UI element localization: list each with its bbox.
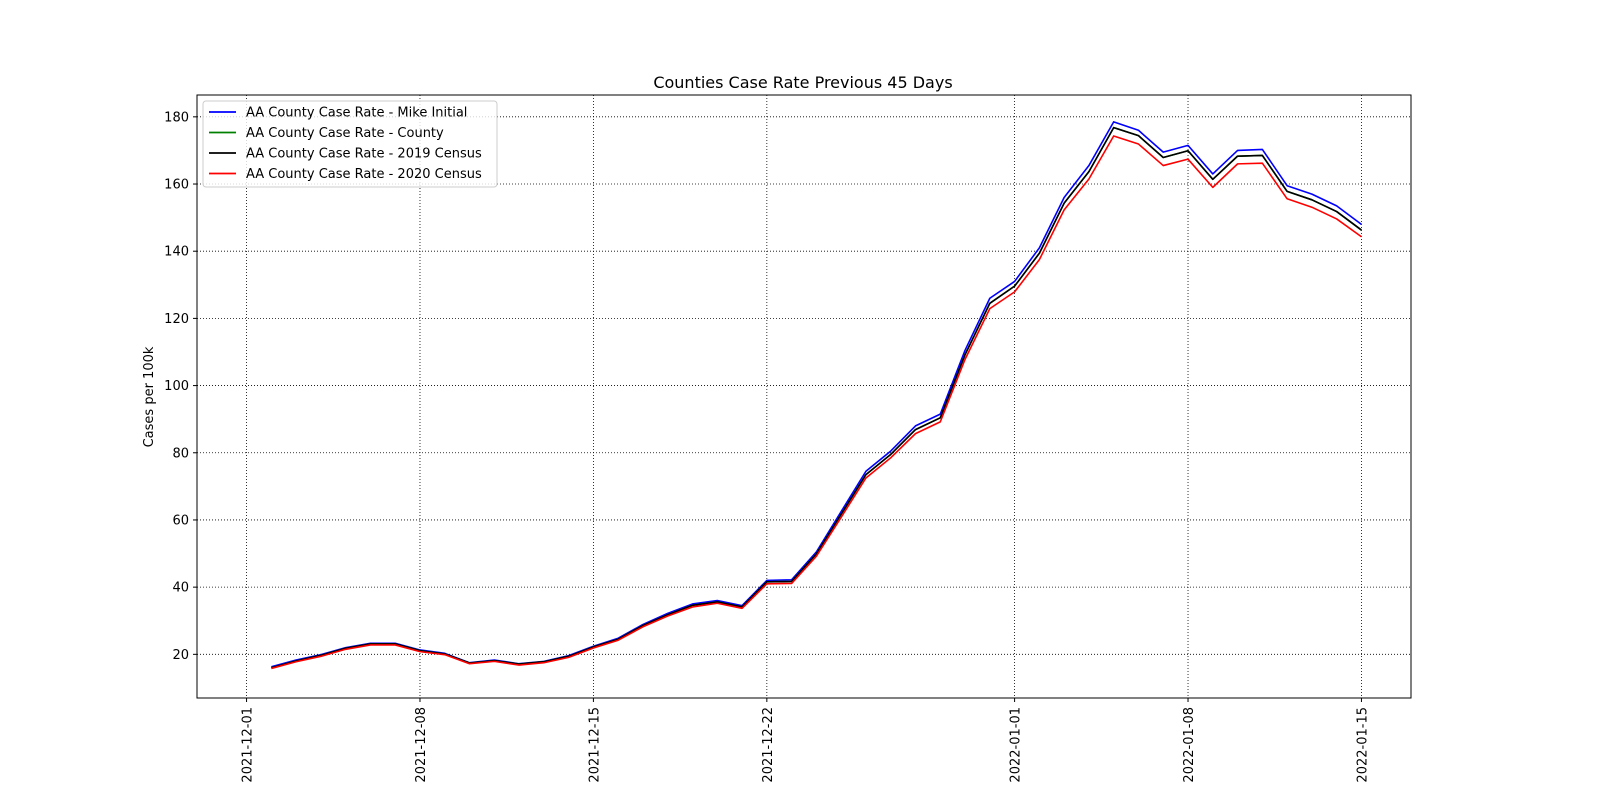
y-tick-label: 120 <box>164 312 189 327</box>
grid-lines <box>197 95 1411 698</box>
y-tick-label: 100 <box>164 379 189 394</box>
x-tick-label: 2021-12-15 <box>587 707 602 783</box>
legend: AA County Case Rate - Mike Initial AA Cou… <box>202 100 498 188</box>
x-tick-label: 2022-01-01 <box>1009 707 1024 783</box>
x-tick-label: 2021-12-22 <box>761 707 776 783</box>
y-tick-label: 180 <box>164 110 189 125</box>
axis-ticks: 2021-12-01 2021-12-08 2021-12-15 2021-12-22… <box>164 110 1370 782</box>
legend-label: AA County Case Rate - County <box>246 126 444 141</box>
y-axis-label: Cases per 100k <box>142 346 157 447</box>
legend-box <box>202 100 498 188</box>
legend-label: AA County Case Rate - Mike Initial <box>246 106 467 121</box>
series-line-4 <box>271 135 1362 670</box>
x-tick-label: 2022-01-08 <box>1182 707 1197 783</box>
y-tick-label: 40 <box>172 581 189 596</box>
x-tick-label: 2022-01-15 <box>1355 707 1370 783</box>
y-tick-label: 60 <box>172 513 189 528</box>
y-tick-label: 160 <box>164 178 189 193</box>
y-tick-label: 80 <box>172 446 189 461</box>
x-tick-label: 2021-12-08 <box>414 707 429 783</box>
legend-label: AA County Case Rate - 2020 Census <box>246 167 482 182</box>
y-tick-label: 20 <box>172 648 189 663</box>
x-tick-label: 2021-12-01 <box>241 707 256 783</box>
series-line-1 <box>271 121 1362 668</box>
legend-label: AA County Case Rate - 2019 Census <box>246 147 482 162</box>
y-tick-label: 140 <box>164 245 189 260</box>
plot-area-frame <box>196 94 1412 699</box>
series-lines <box>271 121 1362 670</box>
chart-title: Counties Case Rate Previous 45 Days <box>653 73 952 92</box>
